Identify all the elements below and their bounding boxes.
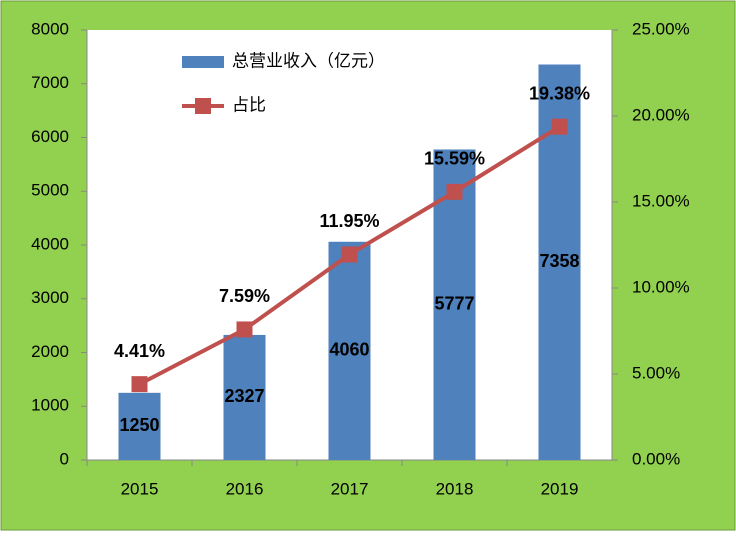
line-marker xyxy=(551,118,568,135)
y-tick-label: 3000 xyxy=(31,288,69,307)
bar xyxy=(328,241,371,460)
x-tick-label: 2016 xyxy=(226,479,264,498)
line-marker xyxy=(236,321,253,338)
bar-value-label: 5777 xyxy=(434,293,474,313)
bar xyxy=(223,334,266,460)
y-tick-label: 2000 xyxy=(31,342,69,361)
y-tick-label: 0 xyxy=(60,449,69,468)
x-tick-label: 2018 xyxy=(436,479,474,498)
bar xyxy=(118,392,161,460)
line-value-label: 15.59% xyxy=(424,149,485,169)
line-value-label: 4.41% xyxy=(114,341,165,361)
legend-label: 总营业收入（亿元） xyxy=(232,51,385,70)
line-marker xyxy=(131,376,148,393)
line-value-label: 19.38% xyxy=(529,83,590,103)
y-tick-label: 4000 xyxy=(31,234,69,253)
legend-swatch xyxy=(182,56,224,68)
y2-tick-label: 20.00% xyxy=(632,105,690,124)
y-tick-label: 8000 xyxy=(31,19,69,38)
x-tick-label: 2017 xyxy=(331,479,369,498)
line-marker xyxy=(446,183,463,200)
y-tick-label: 1000 xyxy=(31,396,69,415)
legend-swatch xyxy=(195,98,211,114)
bar-value-label: 7358 xyxy=(539,251,579,271)
y-tick-label: 6000 xyxy=(31,127,69,146)
bar-value-label: 1250 xyxy=(119,415,159,435)
x-tick-label: 2015 xyxy=(121,479,159,498)
y2-tick-label: 25.00% xyxy=(632,19,690,38)
line-marker xyxy=(341,246,358,263)
y2-tick-label: 15.00% xyxy=(632,191,690,210)
line-value-label: 11.95% xyxy=(319,211,379,231)
x-tick-label: 2019 xyxy=(541,479,579,498)
y-tick-label: 5000 xyxy=(31,181,69,200)
y-tick-label: 7000 xyxy=(31,73,69,92)
bar-value-label: 2327 xyxy=(224,386,264,406)
y2-tick-label: 10.00% xyxy=(632,277,690,296)
legend-label: 占比 xyxy=(232,95,266,114)
y2-tick-label: 0.00% xyxy=(632,449,680,468)
bar-value-label: 4060 xyxy=(329,340,369,360)
y2-tick-label: 5.00% xyxy=(632,363,680,382)
line-value-label: 7.59% xyxy=(219,286,270,306)
